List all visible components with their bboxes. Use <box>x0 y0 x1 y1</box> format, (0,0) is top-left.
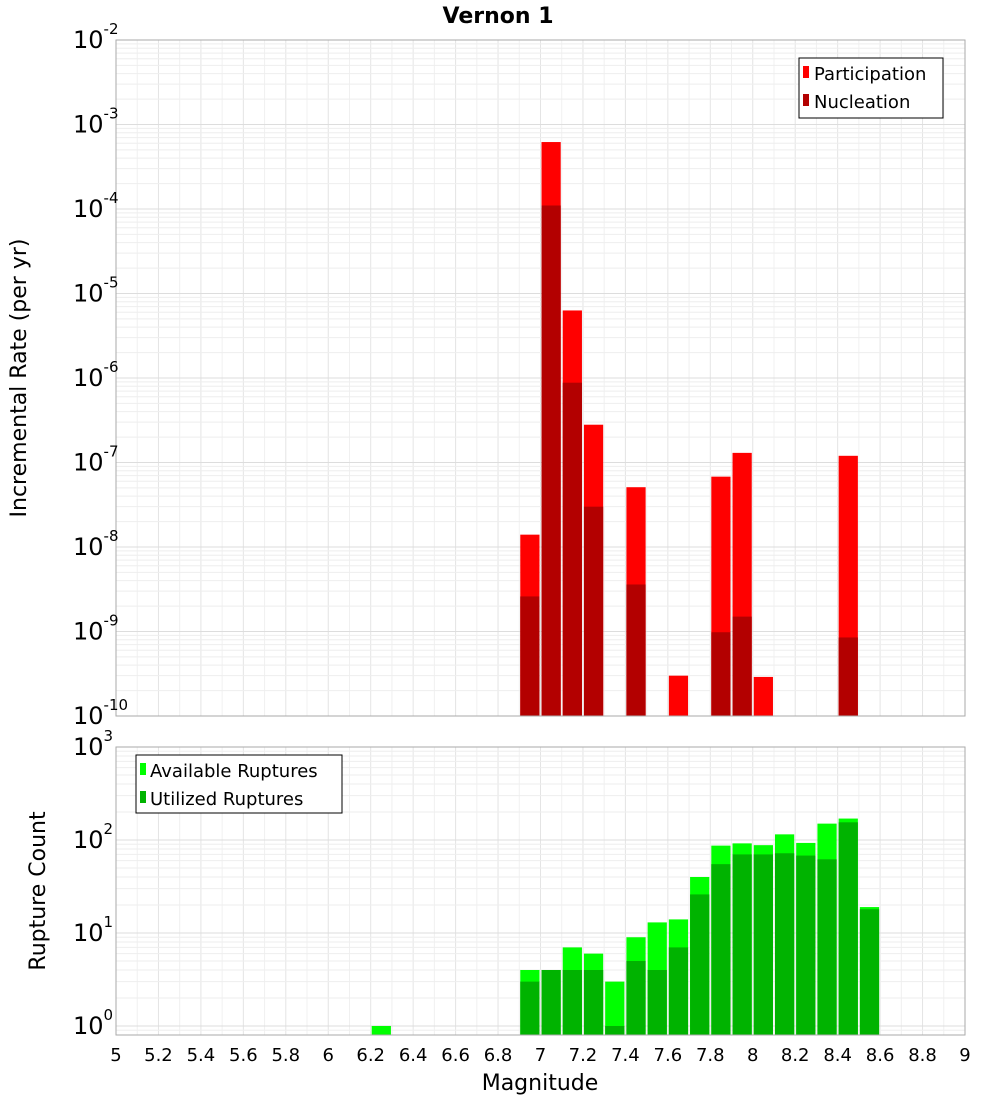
magnitude-x-axis-label: Magnitude <box>482 1071 599 1096</box>
count-bar-utilized-ruptures <box>753 854 773 1035</box>
available-legend-label: Available Ruptures <box>150 761 318 782</box>
x-tick-label: 6.8 <box>484 1045 513 1066</box>
rate-plot-border <box>115 39 966 717</box>
participation-legend-label: Participation <box>814 64 926 85</box>
count-bar-available-ruptures <box>371 1025 391 1035</box>
x-tick-label: 8.6 <box>866 1045 895 1066</box>
count-legend-box <box>135 754 343 814</box>
rate-legend: Participation Nucleation <box>798 57 944 119</box>
y-tick-label: 100 <box>73 1006 113 1040</box>
rate-bar-nucleation <box>562 382 582 716</box>
x-tick-label: 8.4 <box>823 1045 852 1066</box>
y-tick-label: 10-2 <box>73 20 119 54</box>
y-tick-label: 10-3 <box>73 105 119 139</box>
count-bar-utilized-ruptures <box>817 859 837 1035</box>
y-tick-label: 101 <box>73 913 113 947</box>
rate-bar-nucleation <box>711 632 731 716</box>
count-bar-utilized-ruptures <box>647 969 667 1035</box>
x-tick-label: 7.6 <box>654 1045 683 1066</box>
rate-y-tick-labels: 10-2 10-3 10-4 10-5 10-6 10-7 10-8 10-9 10-10 <box>73 20 128 730</box>
nucleation-legend-label: Nucleation <box>814 92 910 113</box>
magnitude-tick-labels: 5 5.2 5.4 5.6 5.8 6 6.2 6.4 6.6 6.8 7 7.2 7.4 7.6 7.8 8… <box>110 1045 970 1066</box>
x-tick-label: 5.8 <box>271 1045 300 1066</box>
count-bar-utilized-ruptures <box>583 969 604 1035</box>
y-tick-label: 102 <box>73 820 113 854</box>
x-tick-label: 5.6 <box>229 1045 258 1066</box>
rate-bar-nucleation <box>583 506 604 716</box>
count-bar-utilized-ruptures <box>668 947 689 1035</box>
rate-bar-participation <box>753 676 773 716</box>
x-tick-label: 6 <box>323 1045 334 1066</box>
rate-bars <box>520 142 858 716</box>
x-tick-label: 5.2 <box>144 1045 173 1066</box>
y-tick-label: 10-4 <box>73 189 119 223</box>
count-bar-available-ruptures <box>605 981 625 1035</box>
count-bar-utilized-ruptures <box>774 853 795 1035</box>
rate-bar-participation <box>668 675 689 716</box>
rate-y-axis-label: Incremental Rate (per yr) <box>7 239 32 518</box>
rate-bar-nucleation <box>626 584 646 716</box>
count-bar-utilized-ruptures <box>711 864 731 1035</box>
x-tick-label: 8 <box>747 1045 758 1066</box>
count-bar-utilized-ruptures <box>520 981 540 1035</box>
y-tick-label: 103 <box>73 727 113 761</box>
x-tick-label: 6.4 <box>399 1045 428 1066</box>
count-bar-utilized-ruptures <box>838 822 858 1035</box>
x-tick-label: 5.4 <box>187 1045 216 1066</box>
participation-legend-swatch <box>803 66 809 78</box>
count-bar-utilized-ruptures <box>732 854 752 1035</box>
count-bar-utilized-ruptures <box>562 969 582 1035</box>
y-tick-label: 10-5 <box>73 274 119 308</box>
count-bar-utilized-ruptures <box>541 969 561 1035</box>
x-tick-label: 8.2 <box>781 1045 810 1066</box>
rate-legend-box <box>798 57 944 119</box>
rate-bar-nucleation <box>520 596 540 716</box>
count-bars <box>371 818 880 1035</box>
y-tick-label: 10-6 <box>73 358 119 392</box>
x-tick-label: 7 <box>535 1045 546 1066</box>
count-bar-utilized-ruptures <box>796 855 816 1035</box>
count-y-tick-labels: 103 102 101 100 <box>73 727 113 1040</box>
count-legend: Available Ruptures Utilized Ruptures <box>135 754 343 814</box>
chart-title: Vernon 1 <box>443 4 554 29</box>
rate-bar-nucleation <box>732 616 752 716</box>
nucleation-legend-swatch <box>803 94 809 106</box>
count-gridlines <box>115 746 966 1036</box>
y-tick-label: 10-7 <box>73 443 119 477</box>
count-plot-border <box>115 746 966 1036</box>
x-tick-label: 7.4 <box>611 1045 640 1066</box>
y-tick-label: 10-9 <box>73 612 119 646</box>
rate-panel: 10-2 10-3 10-4 10-5 10-6 10-7 10-8 10-9 10-10 In… <box>7 20 966 730</box>
x-tick-label: 7.8 <box>696 1045 725 1066</box>
count-bar-utilized-ruptures <box>605 1025 625 1035</box>
x-tick-label: 9 <box>959 1045 970 1066</box>
x-tick-label: 6.2 <box>356 1045 385 1066</box>
count-bar-utilized-ruptures <box>626 960 646 1035</box>
count-y-axis-label: Rupture Count <box>26 811 51 971</box>
x-tick-label: 8.8 <box>908 1045 937 1066</box>
rate-bar-nucleation <box>838 637 858 716</box>
x-tick-label: 7.2 <box>569 1045 598 1066</box>
x-tick-label: 5 <box>110 1045 121 1066</box>
y-tick-label: 10-8 <box>73 527 119 561</box>
x-tick-label: 6.6 <box>441 1045 470 1066</box>
utilized-legend-label: Utilized Ruptures <box>150 789 303 810</box>
y-tick-label: 10-10 <box>73 696 128 730</box>
rate-bar-nucleation <box>541 205 561 716</box>
utilized-legend-swatch <box>140 791 146 803</box>
count-panel: 103 102 101 100 5 5.2 5.4 5.6 5.8 6 6.2 6.4 6.6 6.8 7… <box>26 727 971 1096</box>
count-bar-utilized-ruptures <box>859 909 880 1035</box>
count-bar-utilized-ruptures <box>690 894 710 1035</box>
available-legend-swatch <box>140 763 146 775</box>
rate-gridlines <box>115 39 966 717</box>
